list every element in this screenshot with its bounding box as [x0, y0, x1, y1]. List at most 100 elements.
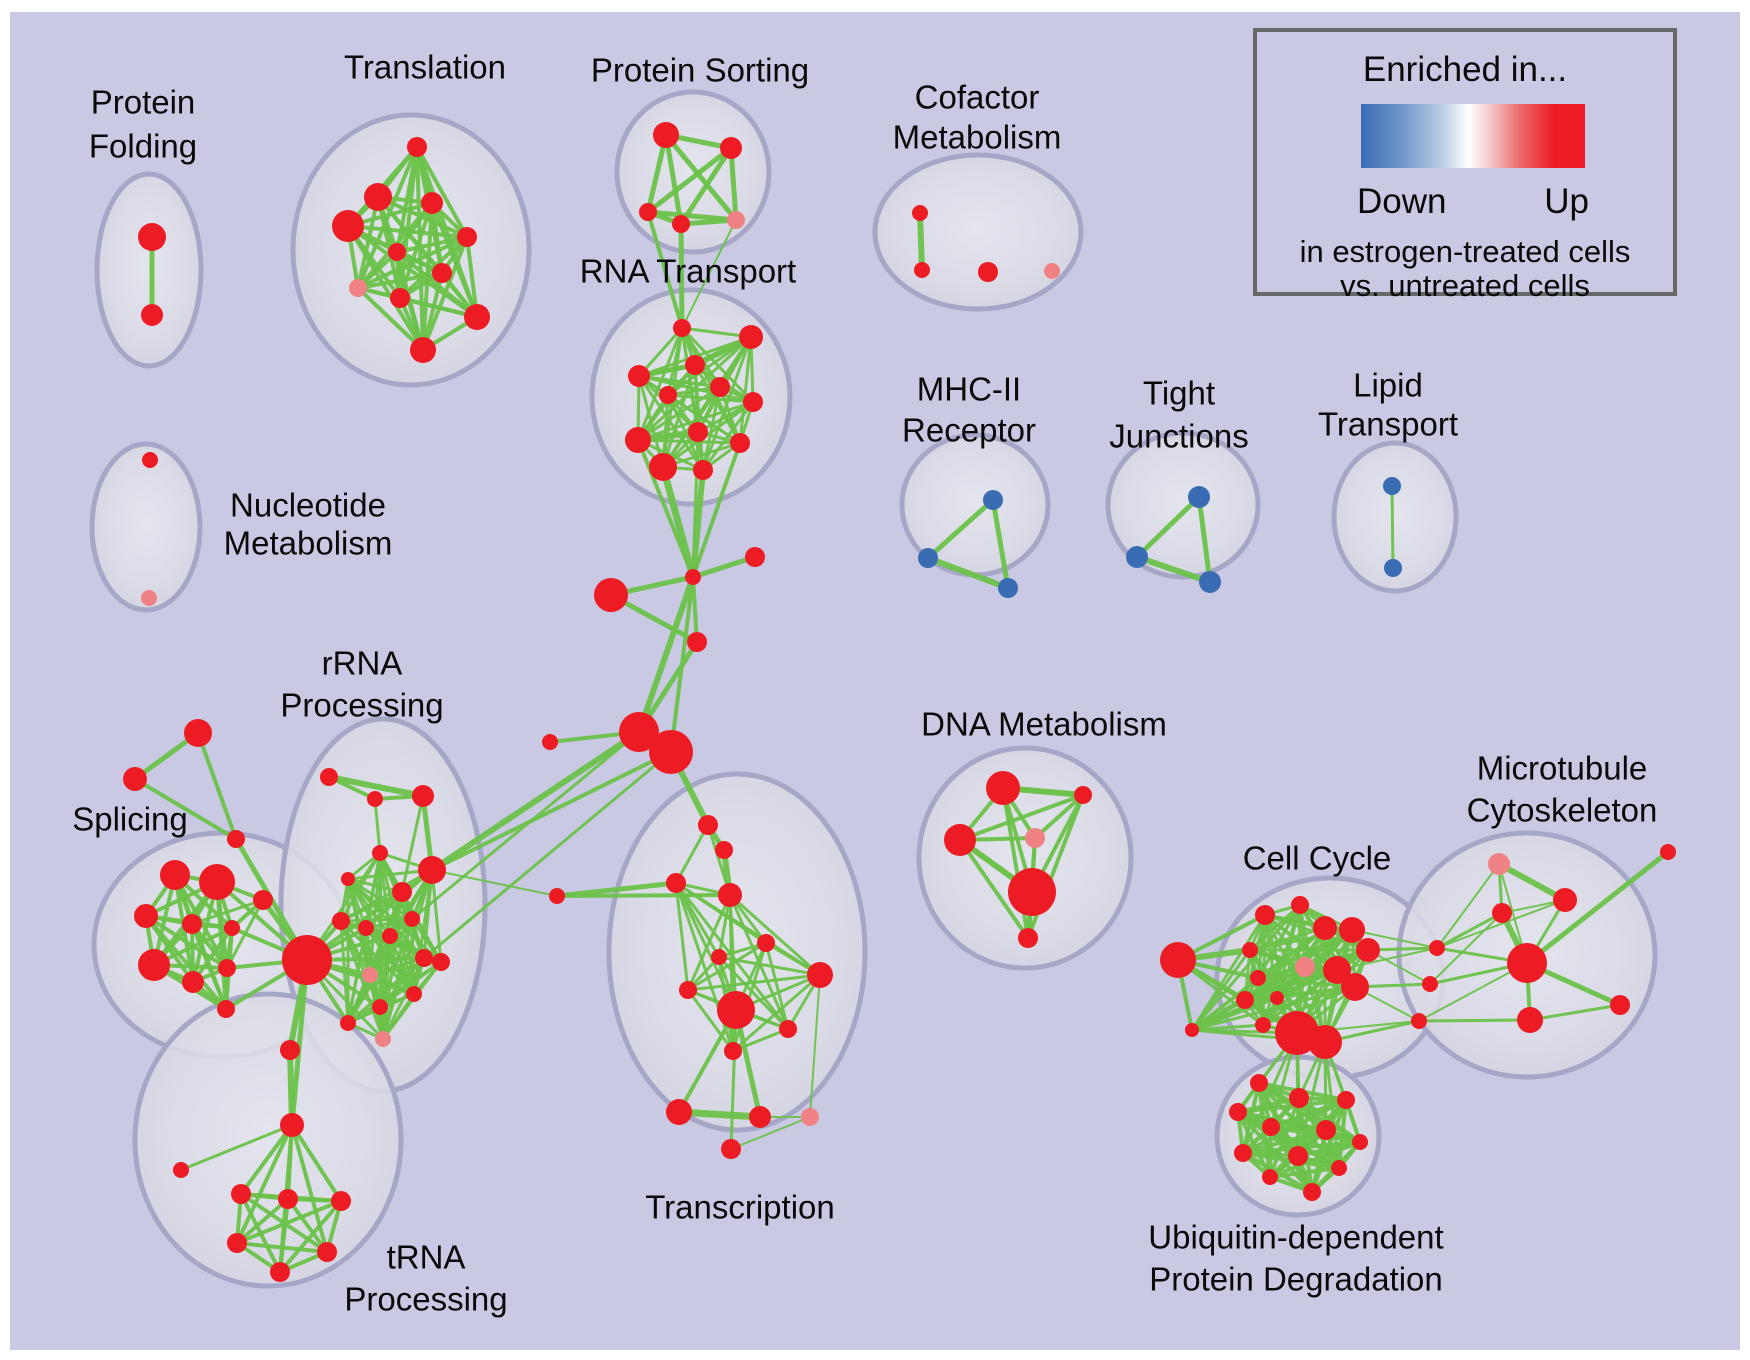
edge [1417, 1018, 1532, 1023]
edge [674, 823, 710, 885]
legend-up-label: Up [1544, 182, 1589, 221]
edge [691, 441, 742, 579]
node [1429, 940, 1445, 956]
edge [666, 393, 755, 404]
edge [429, 729, 642, 873]
node [757, 934, 775, 952]
edge [356, 286, 425, 352]
edge [636, 385, 722, 442]
cluster-microtubule-cytoskeleton-label: Cytoskeleton [1467, 792, 1658, 829]
edge [678, 145, 734, 227]
node [1008, 868, 1056, 916]
node [743, 392, 763, 412]
cluster-lipid-transport-label: Transport [1318, 406, 1458, 443]
legend-scale-labels: Down Up [1357, 182, 1589, 222]
node [628, 365, 650, 387]
edge [430, 201, 479, 319]
node [1313, 916, 1337, 940]
node [718, 883, 742, 907]
edge [278, 1197, 290, 1274]
edge [415, 145, 469, 239]
edge [1524, 849, 1671, 966]
edge [346, 926, 368, 1025]
node [688, 422, 708, 442]
node [693, 460, 713, 480]
node [1126, 546, 1148, 568]
cluster-protein-sorting-label: Protein Sorting [591, 52, 809, 89]
node [1356, 938, 1380, 962]
cluster-trna-processing-label: tRNA [387, 1239, 466, 1276]
edge [1429, 912, 1503, 985]
edge [686, 941, 768, 992]
edge [286, 1197, 329, 1254]
node [182, 914, 202, 934]
edge [730, 1116, 811, 1150]
edge [235, 1241, 329, 1254]
node [727, 211, 745, 229]
edge [636, 438, 695, 579]
node [666, 873, 686, 893]
edge [728, 145, 739, 223]
edge [809, 974, 821, 1118]
node [1250, 970, 1266, 986]
edge [686, 893, 732, 992]
edge [290, 1123, 343, 1203]
node [739, 325, 763, 349]
edge [958, 838, 1030, 940]
node [182, 971, 204, 993]
node [672, 215, 690, 233]
node [227, 830, 245, 848]
node [679, 981, 697, 999]
node [698, 815, 718, 835]
edge [1351, 929, 1438, 949]
node [372, 845, 388, 861]
edge [235, 1199, 343, 1245]
edge [278, 1199, 343, 1274]
node [594, 578, 628, 612]
edge [636, 326, 684, 442]
edge [681, 219, 737, 329]
edge [1236, 1098, 1348, 1114]
edge [196, 731, 238, 841]
legend-subtitle-2: vs. untreated cells [1340, 268, 1590, 303]
node [745, 547, 765, 567]
edge [1436, 899, 1566, 949]
node [349, 279, 367, 297]
edge [356, 271, 444, 290]
node [1422, 976, 1438, 992]
node [673, 319, 691, 337]
node [720, 137, 742, 159]
edge [645, 145, 734, 215]
node [231, 1184, 251, 1204]
cluster-rrna-processing-label: Processing [280, 687, 443, 724]
node [807, 962, 833, 988]
edge [1190, 976, 1260, 1032]
node [542, 734, 558, 750]
node [341, 872, 355, 886]
edge [1134, 494, 1202, 560]
edge [430, 750, 673, 872]
node [625, 427, 651, 453]
cluster-transcription-label: Transcription [645, 1189, 835, 1226]
node [199, 864, 235, 900]
node [457, 227, 477, 247]
node [464, 304, 490, 330]
node [270, 1262, 290, 1282]
node [749, 1106, 771, 1128]
node [1507, 943, 1547, 983]
node [998, 578, 1018, 598]
node [1255, 905, 1275, 925]
node [685, 355, 705, 375]
edge [645, 132, 669, 215]
cluster-rrna-processing-label: rRNA [322, 645, 403, 682]
edge [917, 210, 925, 273]
node [392, 882, 412, 902]
node [138, 223, 166, 251]
edge [1190, 903, 1302, 1032]
node [1262, 1118, 1280, 1136]
node [1074, 786, 1092, 804]
legend-subtitle-1: in estrogen-treated cells [1299, 234, 1631, 269]
node [1553, 888, 1577, 912]
node [1303, 1183, 1321, 1201]
node [717, 991, 755, 1029]
